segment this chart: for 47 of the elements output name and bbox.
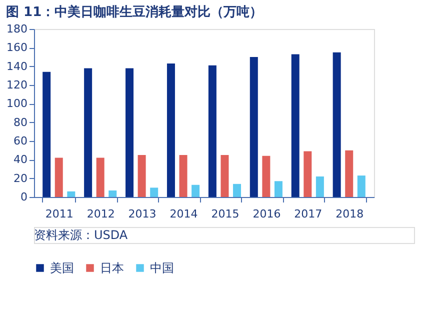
bar <box>304 151 312 197</box>
x-tick-label: 2012 <box>86 208 115 220</box>
y-tick-label: 0 <box>20 190 28 204</box>
x-tick-label: 2011 <box>45 208 74 220</box>
y-tick-label: 120 <box>6 78 28 92</box>
bar <box>250 57 258 197</box>
bar <box>316 176 324 197</box>
bar <box>220 155 229 197</box>
bar <box>262 156 270 197</box>
bar <box>357 176 366 197</box>
legend-label: 美国 <box>50 261 74 275</box>
y-tick-label: 100 <box>6 97 28 110</box>
legend-label: 中国 <box>150 261 174 275</box>
bar <box>192 184 200 197</box>
bar <box>67 191 76 197</box>
bar <box>42 72 51 197</box>
bar <box>332 52 341 197</box>
legend-label: 日本 <box>100 261 124 275</box>
x-tick-label: 2017 <box>294 208 322 220</box>
y-tick-label: 160 <box>6 41 28 54</box>
x-tick-label: 2015 <box>211 208 240 220</box>
y-tick-label: 60 <box>14 134 28 148</box>
text: 资料来源：USDA <box>34 228 128 242</box>
bar <box>345 150 354 197</box>
chart-title: 图 11：中美日咖啡生豆消耗量对比（万吨） <box>6 4 263 20</box>
y-tick-label: 80 <box>14 116 28 129</box>
bar <box>84 68 92 197</box>
bar <box>233 184 242 197</box>
x-tick-label: 2014 <box>170 208 198 220</box>
bar <box>179 155 188 197</box>
bar <box>274 181 282 197</box>
y-tick-label: 180 <box>6 22 28 36</box>
bar <box>208 65 216 197</box>
bar <box>126 68 134 197</box>
bar <box>166 64 175 197</box>
x-tick-label: 2013 <box>128 208 156 220</box>
x-tick-label: 2016 <box>252 208 281 220</box>
bar <box>54 158 63 197</box>
x-tick-label: 2018 <box>336 208 364 220</box>
y-tick-label: 40 <box>14 153 28 166</box>
bar <box>138 155 146 197</box>
y-tick-label: 20 <box>14 172 28 185</box>
bar <box>150 188 158 197</box>
bar <box>108 190 117 197</box>
bar <box>291 54 300 197</box>
bar <box>96 158 104 197</box>
y-tick-label: 140 <box>6 60 28 73</box>
